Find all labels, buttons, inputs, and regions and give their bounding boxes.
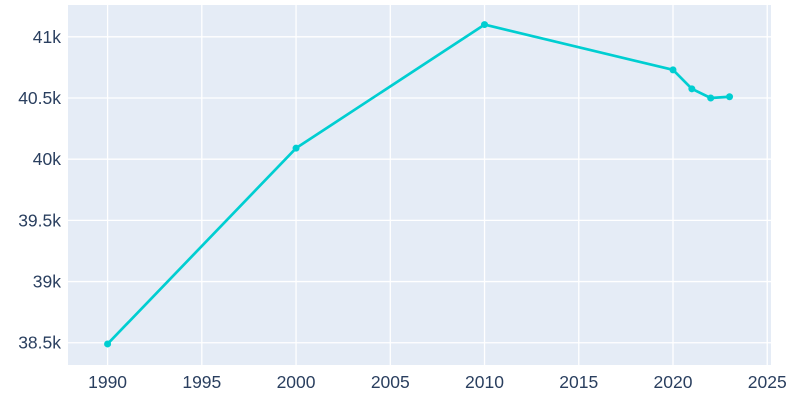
x-tick-label: 2015	[559, 372, 598, 392]
y-tick-label: 38.5k	[18, 333, 61, 353]
x-tick-label: 2005	[371, 372, 410, 392]
x-tick-label: 2020	[654, 372, 693, 392]
y-tick-label: 40.5k	[18, 88, 61, 108]
x-tick-label: 2025	[748, 372, 787, 392]
x-tick-label: 2000	[277, 372, 316, 392]
data-point[interactable]	[688, 85, 696, 93]
y-tick-label: 39k	[33, 272, 61, 292]
data-point[interactable]	[669, 66, 677, 74]
x-tick-label: 1990	[88, 372, 127, 392]
data-point[interactable]	[292, 144, 300, 152]
y-tick-label: 41k	[33, 27, 61, 47]
x-tick-label: 2010	[465, 372, 504, 392]
data-point[interactable]	[481, 21, 489, 29]
plot-area[interactable]	[68, 5, 771, 365]
y-tick-label: 39.5k	[18, 210, 61, 230]
y-tick-label: 40k	[33, 149, 61, 169]
data-point[interactable]	[707, 94, 715, 102]
x-tick-label: 1995	[182, 372, 221, 392]
data-point[interactable]	[104, 340, 112, 348]
data-point[interactable]	[726, 93, 734, 101]
